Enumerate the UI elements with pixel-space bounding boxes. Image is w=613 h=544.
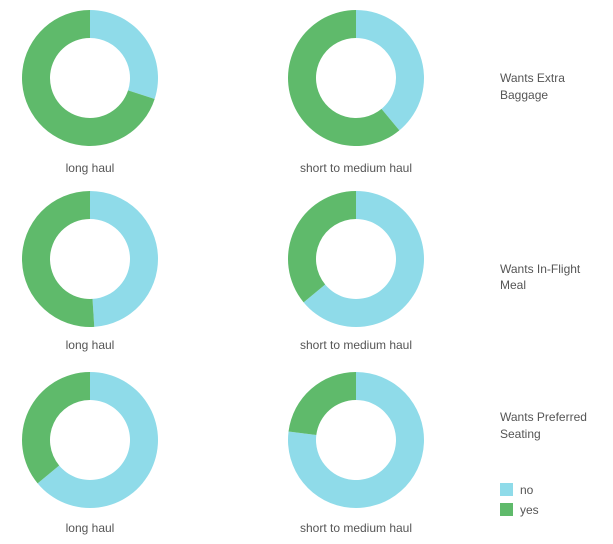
donut-wants-in-flight-meal-long-haul — [22, 191, 159, 327]
column-label-short-to-medium-haul-wants-preferred-seating: short to medium haul — [300, 521, 412, 535]
legend: no yes — [500, 483, 539, 517]
row-label-wants-preferred-seating: Wants Preferred Seating — [500, 410, 587, 441]
slice-no-wants-extra-baggage-long-haul[interactable] — [90, 10, 158, 100]
slice-no-wants-in-flight-meal-short-to-medium-haul[interactable] — [303, 191, 424, 327]
legend-swatch-no[interactable] — [500, 483, 513, 496]
donut-wants-in-flight-meal-short-to-medium-haul — [287, 191, 424, 327]
donut-wants-preferred-seating-short-to-medium-haul — [287, 372, 424, 508]
slice-no-wants-extra-baggage-short-to-medium-haul[interactable] — [356, 10, 424, 131]
column-label-long-haul-wants-in-flight-meal: long haul — [66, 338, 115, 352]
slice-no-wants-preferred-seating-long-haul[interactable] — [37, 372, 158, 508]
donut-wants-preferred-seating-long-haul — [22, 371, 158, 508]
legend-swatch-yes[interactable] — [500, 503, 513, 516]
slice-yes-wants-extra-baggage-short-to-medium-haul[interactable] — [287, 10, 400, 146]
legend-label-no: no — [520, 483, 534, 497]
column-label-short-to-medium-haul-wants-extra-baggage: short to medium haul — [300, 161, 412, 175]
donut-wants-extra-baggage-long-haul — [22, 10, 158, 146]
column-label-short-to-medium-haul-wants-in-flight-meal: short to medium haul — [300, 338, 412, 352]
column-label-long-haul-wants-extra-baggage: long haul — [66, 161, 115, 175]
slice-yes-wants-preferred-seating-short-to-medium-haul[interactable] — [288, 372, 356, 435]
slice-yes-wants-in-flight-meal-long-haul[interactable] — [22, 191, 95, 327]
slice-yes-wants-in-flight-meal-short-to-medium-haul[interactable] — [287, 191, 356, 303]
slice-yes-wants-preferred-seating-long-haul[interactable] — [22, 371, 91, 484]
legend-label-yes: yes — [520, 503, 539, 517]
slice-yes-wants-extra-baggage-long-haul[interactable] — [22, 10, 155, 146]
row-label-wants-in-flight-meal: Wants In-Flight Meal — [500, 262, 581, 292]
column-label-long-haul-wants-preferred-seating: long haul — [66, 521, 115, 535]
slice-no-wants-preferred-seating-short-to-medium-haul[interactable] — [287, 372, 424, 508]
row-label-wants-extra-baggage: Wants Extra Baggage — [500, 71, 565, 102]
slice-no-wants-in-flight-meal-long-haul[interactable] — [90, 191, 159, 327]
donut-wants-extra-baggage-short-to-medium-haul — [287, 10, 424, 146]
